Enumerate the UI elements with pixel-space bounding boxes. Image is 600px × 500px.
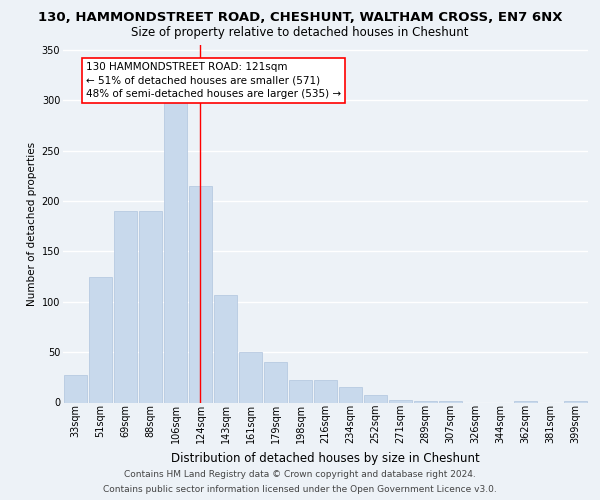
Bar <box>89 276 112 402</box>
Bar <box>263 362 287 403</box>
Bar <box>239 352 262 403</box>
Bar <box>188 186 212 402</box>
Bar <box>139 211 163 402</box>
Text: 130, HAMMONDSTREET ROAD, CHESHUNT, WALTHAM CROSS, EN7 6NX: 130, HAMMONDSTREET ROAD, CHESHUNT, WALTH… <box>38 11 562 24</box>
Bar <box>113 211 137 402</box>
Text: Contains HM Land Registry data © Crown copyright and database right 2024.: Contains HM Land Registry data © Crown c… <box>124 470 476 479</box>
Bar <box>64 376 88 402</box>
Bar <box>164 78 187 402</box>
Bar <box>214 294 238 403</box>
Text: 130 HAMMONDSTREET ROAD: 121sqm
← 51% of detached houses are smaller (571)
48% of: 130 HAMMONDSTREET ROAD: 121sqm ← 51% of … <box>86 62 341 98</box>
X-axis label: Distribution of detached houses by size in Cheshunt: Distribution of detached houses by size … <box>171 452 480 464</box>
Bar <box>389 400 412 402</box>
Bar <box>338 388 362 402</box>
Bar <box>314 380 337 402</box>
Text: Contains public sector information licensed under the Open Government Licence v3: Contains public sector information licen… <box>103 485 497 494</box>
Bar <box>289 380 313 402</box>
Text: Size of property relative to detached houses in Cheshunt: Size of property relative to detached ho… <box>131 26 469 39</box>
Bar <box>364 396 388 402</box>
Y-axis label: Number of detached properties: Number of detached properties <box>28 142 37 306</box>
